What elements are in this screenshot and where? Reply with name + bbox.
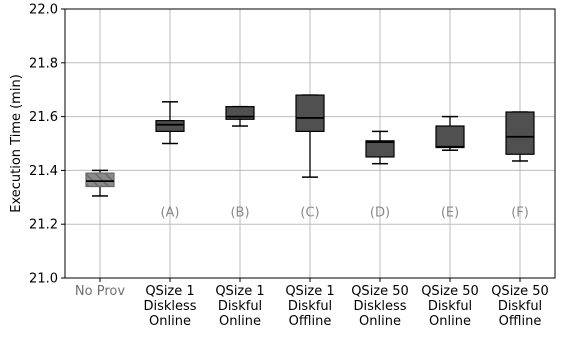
box-iqr: [295, 94, 325, 132]
x-category-label-line: Online: [429, 314, 471, 329]
group-note-label: (B): [230, 206, 249, 221]
x-category-label: QSize 1 Diskless Online: [143, 284, 196, 329]
x-category-label-line: No Prov: [75, 284, 125, 299]
y-tick-label: 21.4: [29, 164, 58, 179]
x-category-label-line: Diskful: [218, 299, 262, 314]
x-category-label-line: Online: [359, 314, 401, 329]
y-axis-label: Execution Time (min): [9, 74, 24, 213]
box-iqr: [155, 120, 185, 132]
box-iqr: [435, 125, 465, 149]
x-category-label: QSize 1 Diskful Online: [215, 284, 264, 329]
y-tick-label: 21.8: [29, 56, 58, 71]
y-axis-ticks: 21.0 21.2 21.4 21.6 21.8 22.0: [29, 3, 65, 287]
box-group: [225, 105, 255, 127]
box-group: [435, 115, 465, 151]
box-iqr: [85, 172, 115, 188]
x-category-label-line: Online: [149, 314, 191, 329]
x-category-label-line: Diskful: [428, 299, 472, 314]
box-group: [365, 130, 395, 165]
box-group: [155, 101, 185, 145]
y-tick-label: 21.2: [29, 218, 58, 233]
x-category-label-line: Diskful: [498, 299, 542, 314]
box-group: [505, 111, 535, 162]
group-annotations: (A) (B) (C) (D) (E) (F): [160, 206, 528, 221]
group-note-label: (A): [160, 206, 179, 221]
x-category-label-line: QSize 1: [145, 284, 194, 299]
box-group: [85, 169, 115, 197]
box-iqr: [505, 111, 535, 155]
x-category-label-line: Offline: [289, 314, 332, 329]
y-tick-label: 22.0: [29, 3, 58, 18]
group-note-label: (C): [300, 206, 319, 221]
x-category-label-line: Diskful: [288, 299, 332, 314]
group-note-label: (D): [370, 206, 390, 221]
x-category-label: No Prov: [75, 284, 125, 299]
x-category-label: QSize 50 Diskless Online: [351, 284, 409, 329]
x-category-label-line: QSize 50: [491, 284, 549, 299]
x-category-label-line: Online: [219, 314, 261, 329]
x-category-label: QSize 50 Diskful Online: [421, 284, 479, 329]
x-category-label-line: Diskless: [143, 299, 196, 314]
x-category-label-line: QSize 1: [285, 284, 334, 299]
x-category-label-line: QSize 50: [421, 284, 479, 299]
x-category-label-line: Diskless: [353, 299, 406, 314]
x-category-label: QSize 1 Diskful Offline: [285, 284, 334, 329]
box-group: [295, 94, 325, 178]
x-category-label-line: QSize 1: [215, 284, 264, 299]
x-category-label: QSize 50 Diskful Offline: [491, 284, 549, 329]
group-note-label: (E): [441, 206, 459, 221]
y-tick-label: 21.6: [29, 110, 58, 125]
x-category-label-line: QSize 50: [351, 284, 409, 299]
y-tick-label: 21.0: [29, 272, 58, 287]
x-category-label-line: Offline: [499, 314, 542, 329]
boxes: [85, 94, 535, 197]
plot-frame: [64, 8, 556, 279]
box-iqr: [365, 140, 395, 158]
group-note-label: (F): [511, 206, 529, 221]
